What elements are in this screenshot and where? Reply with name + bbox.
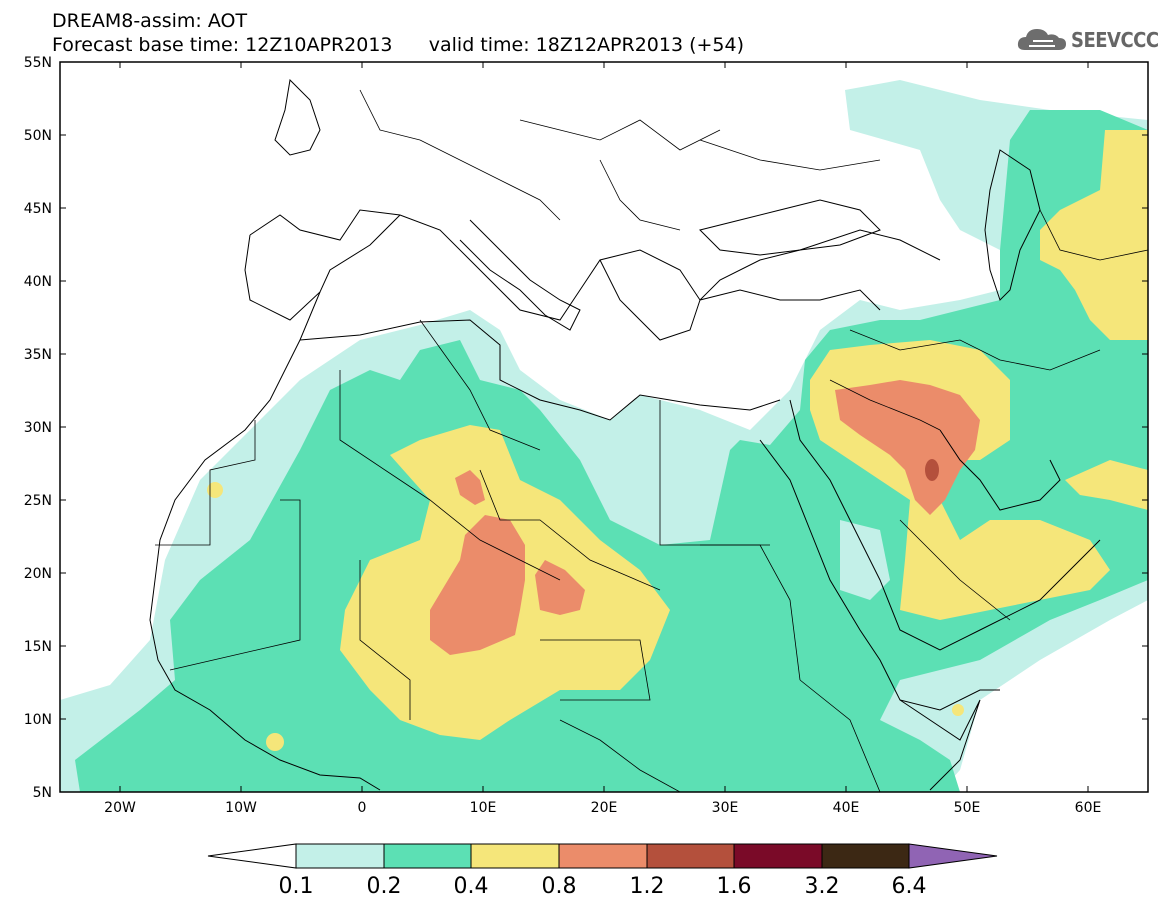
coastlines	[149, 78, 1101, 791]
colorbar-label-6.4: 6.4	[892, 874, 927, 899]
lon-label-0: 0	[358, 800, 367, 816]
colorbar-label-1.6: 1.6	[717, 874, 752, 899]
lat-label-55n: 55N	[24, 55, 52, 71]
lat-label-20n: 20N	[24, 566, 52, 582]
contour-level-0.1-inner	[540, 395, 890, 600]
lat-label-15n: 15N	[24, 639, 52, 655]
lat-label-10n: 10N	[24, 712, 52, 728]
lat-label-45n: 45N	[24, 201, 52, 217]
colorbar-swatch-0.1	[295, 843, 385, 869]
colorbar-swatch-below	[207, 843, 297, 869]
contour-level-1.2	[925, 459, 939, 481]
forecast-time-line: Forecast base time: 12Z10APR2013 valid t…	[52, 34, 745, 56]
colorbar-swatch-above	[908, 843, 998, 869]
lon-label-10e: 10E	[470, 800, 497, 816]
contour-level-0.2	[75, 110, 1148, 792]
colorbar: 0.1 0.2 0.4 0.8 1.2 1.6 3.2 6.4	[207, 843, 998, 899]
latitude-axis: 55N 50N 45N 40N 35N 30N 25N 20N 15N 10N …	[24, 55, 1148, 801]
colorbar-label-0.8: 0.8	[542, 874, 577, 899]
cloud-icon	[1017, 29, 1066, 50]
lon-label-50e: 50E	[954, 800, 981, 816]
logo-text: SEEVCCC	[1071, 28, 1159, 52]
contour-level-0.8	[430, 380, 980, 655]
lat-label-50n: 50N	[24, 128, 52, 144]
colorbar-swatch-0.2	[383, 843, 472, 869]
lon-label-20e: 20E	[591, 800, 618, 816]
aot-contours	[60, 78, 1148, 792]
lat-label-5n: 5N	[33, 785, 52, 801]
lat-label-25n: 25N	[24, 493, 52, 509]
lon-label-30e: 30E	[712, 800, 739, 816]
colorbar-label-0.2: 0.2	[367, 874, 402, 899]
lat-label-35n: 35N	[24, 347, 52, 363]
map-title: DREAM8-assim: AOT	[52, 10, 248, 32]
colorbar-label-1.2: 1.2	[630, 874, 665, 899]
lon-label-20w: 20W	[104, 800, 136, 816]
colorbar-swatch-0.4	[470, 843, 560, 869]
longitude-axis: 20W 10W 0 10E 20E 30E 40E 50E 60E	[104, 62, 1101, 816]
colorbar-label-0.4: 0.4	[454, 874, 489, 899]
lat-label-40n: 40N	[24, 274, 52, 290]
country-borders	[155, 89, 1148, 792]
colorbar-label-3.2: 3.2	[805, 874, 840, 899]
colorbar-swatch-0.8	[558, 843, 648, 869]
lon-label-60e: 60E	[1075, 800, 1102, 816]
colorbar-swatch-3.2	[821, 843, 910, 869]
seevccc-logo: SEEVCCC	[1015, 24, 1159, 56]
lon-label-40e: 40E	[833, 800, 860, 816]
colorbar-swatch-1.6	[733, 843, 823, 869]
lat-label-30n: 30N	[24, 420, 52, 436]
colorbar-label-0.1: 0.1	[279, 874, 314, 899]
colorbar-swatch-1.2	[646, 843, 735, 869]
lon-label-10w: 10W	[225, 800, 257, 816]
